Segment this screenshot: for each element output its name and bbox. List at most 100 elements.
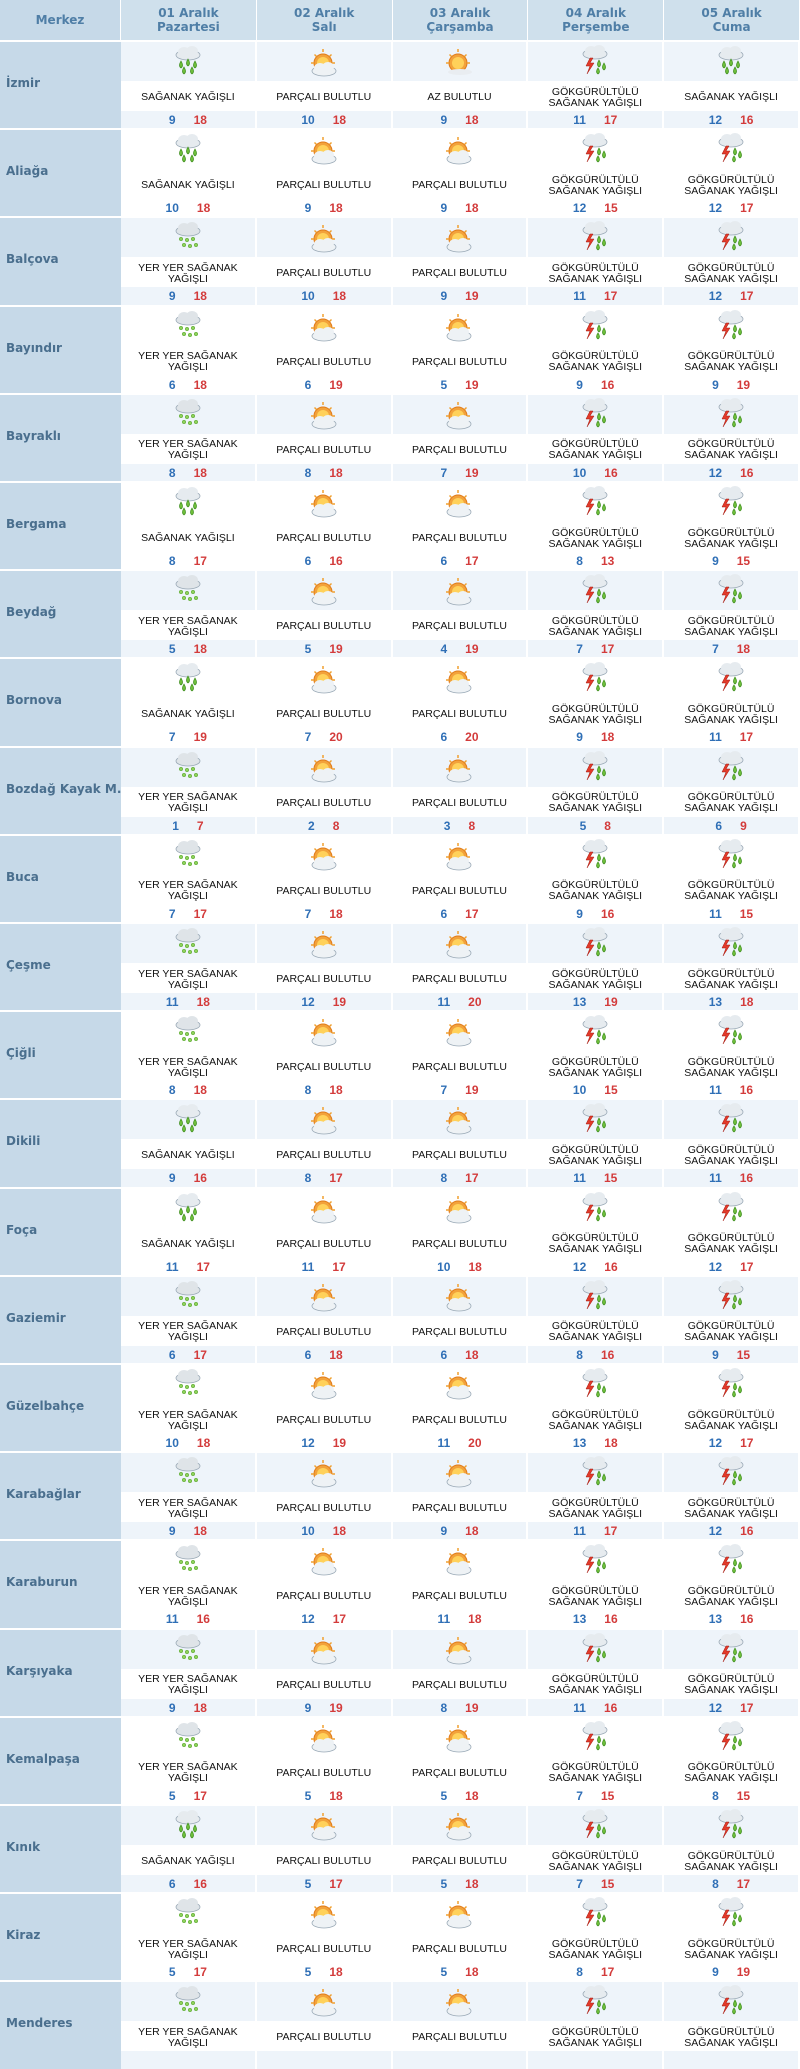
weather-description: GÖKGÜRÜLTÜLÜ SAĞANAK YAĞIŞLI	[684, 350, 778, 374]
partly-cloudy-icon	[393, 1277, 527, 1315]
weather-description: YER YER SAĞANAK YAĞIŞLI	[138, 1055, 238, 1079]
max-temperature: 18	[329, 1788, 343, 1803]
scattered-showers-icon	[121, 218, 255, 256]
max-temperature: 17	[740, 1259, 754, 1274]
max-temperature: 15	[739, 906, 754, 921]
partly-cloudy-icon	[257, 1982, 391, 2020]
city-name[interactable]: Bornova	[6, 693, 63, 708]
temperature-range: 6 18	[257, 1348, 391, 1363]
city-name[interactable]: Aliağa	[6, 164, 49, 179]
min-temperature: 6	[168, 1347, 176, 1362]
weather-description: SAĞANAK YAĞIŞLI	[141, 1855, 235, 1867]
weather-description: PARÇALI BULUTLU	[276, 91, 372, 103]
temperature-range: 5 19	[257, 642, 391, 657]
city-name[interactable]: Çeşme	[6, 958, 51, 972]
city-name[interactable]: Bergama	[6, 517, 67, 531]
city-name[interactable]: Beydağ	[6, 605, 57, 620]
partly-cloudy-icon	[257, 659, 391, 697]
forecast-cell: PARÇALI BULUTLU 6 17	[392, 833, 529, 922]
forecast-cell: GÖKGÜRÜLTÜLÜ SAĞANAK YAĞIŞLI 11 17	[528, 216, 665, 305]
temperature-range: 11 20	[393, 1436, 527, 1451]
partly-cloudy-icon	[393, 1365, 527, 1403]
header-weekday: Çarşamba	[426, 20, 494, 34]
temperature-range: 7 19	[121, 730, 255, 745]
weather-description: YER YER SAĞANAK YAĞIŞLI	[138, 261, 238, 285]
city-name[interactable]: Güzelbahçe	[6, 1399, 85, 1413]
rain-shower-icon	[121, 1189, 255, 1227]
min-temperature: 5	[440, 377, 448, 392]
forecast-cell: YER YER SAĞANAK YAĞIŞLI 11 18	[121, 922, 257, 1011]
temperature-range: 6 17	[393, 907, 527, 922]
max-temperature: 17	[603, 113, 618, 127]
forecast-cell: AZ BULUTLU 9 18	[392, 40, 529, 129]
temperature-range: 12 17	[664, 1436, 798, 1451]
max-temperature: 8	[604, 818, 611, 833]
partly-cloudy-icon	[393, 1982, 527, 2020]
weather-description: GÖKGÜRÜLTÜLÜ SAĞANAK YAĞIŞLI	[684, 1584, 778, 1608]
thunderstorm-icon	[664, 1630, 798, 1668]
temperature-range: 11 17	[528, 113, 662, 128]
forecast-cell: YER YER SAĞANAK YAĞIŞLI 9 18	[121, 1451, 257, 1540]
min-temperature: 11	[709, 1083, 722, 1098]
max-temperature: 18	[465, 1877, 479, 1891]
max-temperature: 13	[600, 554, 615, 568]
city-name[interactable]: Kiraz	[6, 1928, 41, 1943]
city-name[interactable]: Bayındır	[6, 340, 62, 355]
min-temperature: 9	[440, 201, 448, 216]
max-temperature: 16	[739, 1171, 754, 1186]
max-temperature: 18	[332, 113, 347, 127]
min-temperature: 13	[708, 1612, 723, 1627]
max-temperature: 19	[465, 377, 479, 392]
thunderstorm-icon	[528, 1453, 662, 1491]
weather-description: PARÇALI BULUTLU	[412, 1502, 507, 1515]
city-name[interactable]: Karabağlar	[6, 1487, 81, 1502]
max-temperature: 18	[329, 906, 343, 921]
city-name[interactable]: Karşıyaka	[6, 1663, 73, 1678]
weather-description: PARÇALI BULUTLU	[276, 1590, 372, 1603]
max-temperature: 15	[736, 1347, 751, 1362]
city-name[interactable]: Karaburun	[6, 1575, 78, 1590]
city-name[interactable]: Gaziemir	[6, 1310, 66, 1325]
forecast-cell: PARÇALI BULUTLU 12 17	[256, 1539, 393, 1628]
min-temperature: 9	[168, 289, 176, 304]
city-name[interactable]: Dikili	[6, 1134, 41, 1149]
temperature-range: 9 19	[664, 1965, 798, 1980]
city-name[interactable]: İzmir	[6, 76, 40, 90]
weather-description: GÖKGÜRÜLTÜLÜ SAĞANAK YAĞIŞLI	[684, 1055, 778, 1079]
forecast-cell: GÖKGÜRÜLTÜLÜ SAĞANAK YAĞIŞLI 12 16	[664, 1451, 800, 1540]
min-temperature: 5	[440, 1877, 448, 1891]
thunderstorm-icon	[528, 1277, 662, 1315]
weather-description: YER YER SAĞANAK YAĞIŞLI	[138, 1761, 238, 1785]
city-name[interactable]: Foça	[6, 1222, 38, 1237]
city-name[interactable]: Bayraklı	[6, 428, 61, 443]
min-temperature: 1	[172, 818, 179, 833]
city-name[interactable]: Kemalpaşa	[6, 1751, 80, 1766]
city-name[interactable]: Buca	[6, 869, 39, 884]
city-name[interactable]: Bozdağ Kayak M.	[6, 781, 122, 796]
max-temperature: 18	[193, 289, 207, 304]
temperature-range: 12 16	[528, 1260, 662, 1275]
temperature-range: 8 17	[393, 1171, 527, 1186]
city-name[interactable]: Çiğli	[6, 1046, 36, 1061]
forecast-cell: PARÇALI BULUTLU 11 20	[392, 922, 529, 1011]
weather-description: PARÇALI BULUTLU	[276, 179, 372, 192]
scattered-showers-icon	[121, 1630, 255, 1668]
city-name[interactable]: Menderes	[6, 2016, 73, 2031]
temperature-range: 9 16	[528, 378, 662, 393]
partly-cloudy-icon	[393, 571, 527, 609]
thunderstorm-icon	[664, 836, 798, 874]
max-temperature: 17	[329, 1171, 343, 1186]
forecast-cell: PARÇALI BULUTLU 3 8	[392, 745, 529, 834]
forecast-cell: SAĞANAK YAĞIŞLI 9 16	[121, 1098, 257, 1187]
city-name[interactable]: Kınık	[6, 1840, 41, 1854]
thunderstorm-icon	[528, 748, 662, 786]
weather-description: GÖKGÜRÜLTÜLÜ SAĞANAK YAĞIŞLI	[548, 438, 643, 462]
temperature-range: 5 18	[393, 1789, 527, 1804]
weather-description: PARÇALI BULUTLU	[276, 267, 372, 280]
temperature-range: 13 16	[528, 1612, 662, 1627]
min-temperature: 7	[712, 642, 719, 657]
forecast-cell: GÖKGÜRÜLTÜLÜ SAĞANAK YAĞIŞLI 8 15	[664, 1715, 800, 1804]
city-name[interactable]: Balçova	[6, 252, 59, 267]
